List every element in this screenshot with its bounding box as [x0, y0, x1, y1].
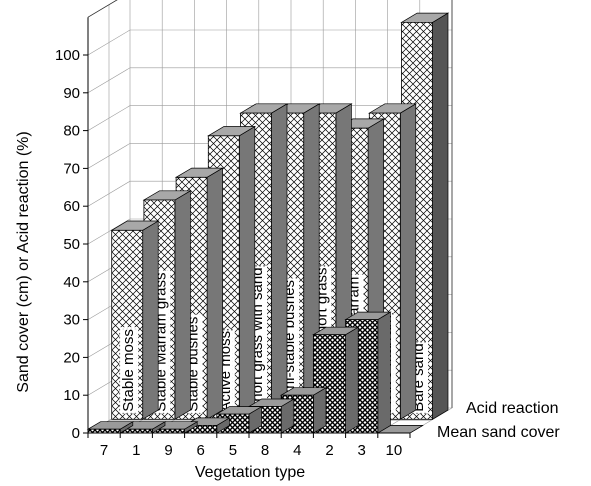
- y-axis-title: Sand cover (cm) or Acid reaction (%): [15, 131, 32, 392]
- x-tick-label-5: 5: [229, 442, 237, 459]
- x-tick-label-4: 4: [293, 442, 301, 459]
- y-tick-label: 60: [63, 198, 80, 215]
- y-tick-label: 70: [63, 160, 80, 177]
- x-axis: 7 1 9 6 5 8 4 2 3 10: [87, 432, 411, 459]
- y-tick-label: 30: [63, 312, 80, 329]
- y-tick-label: 20: [63, 349, 80, 366]
- mean-sand-cover-series: [86, 311, 424, 434]
- x-tick-label-10: 10: [386, 442, 403, 459]
- x-tick-label-7: 7: [100, 442, 108, 459]
- x-tick-label-9: 9: [164, 442, 172, 459]
- y-axis: 0 10 20 30 40 50 60 70 80 90 100: [55, 17, 89, 442]
- x-tick-label-1: 1: [132, 442, 140, 459]
- y-tick-label: 10: [63, 387, 80, 404]
- x-axis-title: Vegetation type: [195, 464, 305, 481]
- y-tick-label: 80: [63, 123, 80, 140]
- bar-label-7: Stable moss: [120, 329, 137, 412]
- x-tick-label-2: 2: [325, 442, 333, 459]
- acid-reaction-bar-7: Stable moss: [110, 220, 160, 420]
- y-tick-label: 100: [55, 47, 80, 64]
- y-tick-label: 0: [72, 425, 80, 442]
- y-tick-label: 50: [63, 236, 80, 253]
- x-tick-label-3: 3: [358, 442, 366, 459]
- x-tick-label-6: 6: [197, 442, 205, 459]
- y-tick-label: 90: [63, 85, 80, 102]
- y-tick-label: 40: [63, 274, 80, 291]
- legend-mean-sand-cover: Mean sand cover: [437, 424, 560, 441]
- bar-label-bg: [121, 329, 137, 412]
- legend-acid-reaction: Acid reaction: [466, 400, 559, 417]
- x-tick-label-8: 8: [261, 442, 269, 459]
